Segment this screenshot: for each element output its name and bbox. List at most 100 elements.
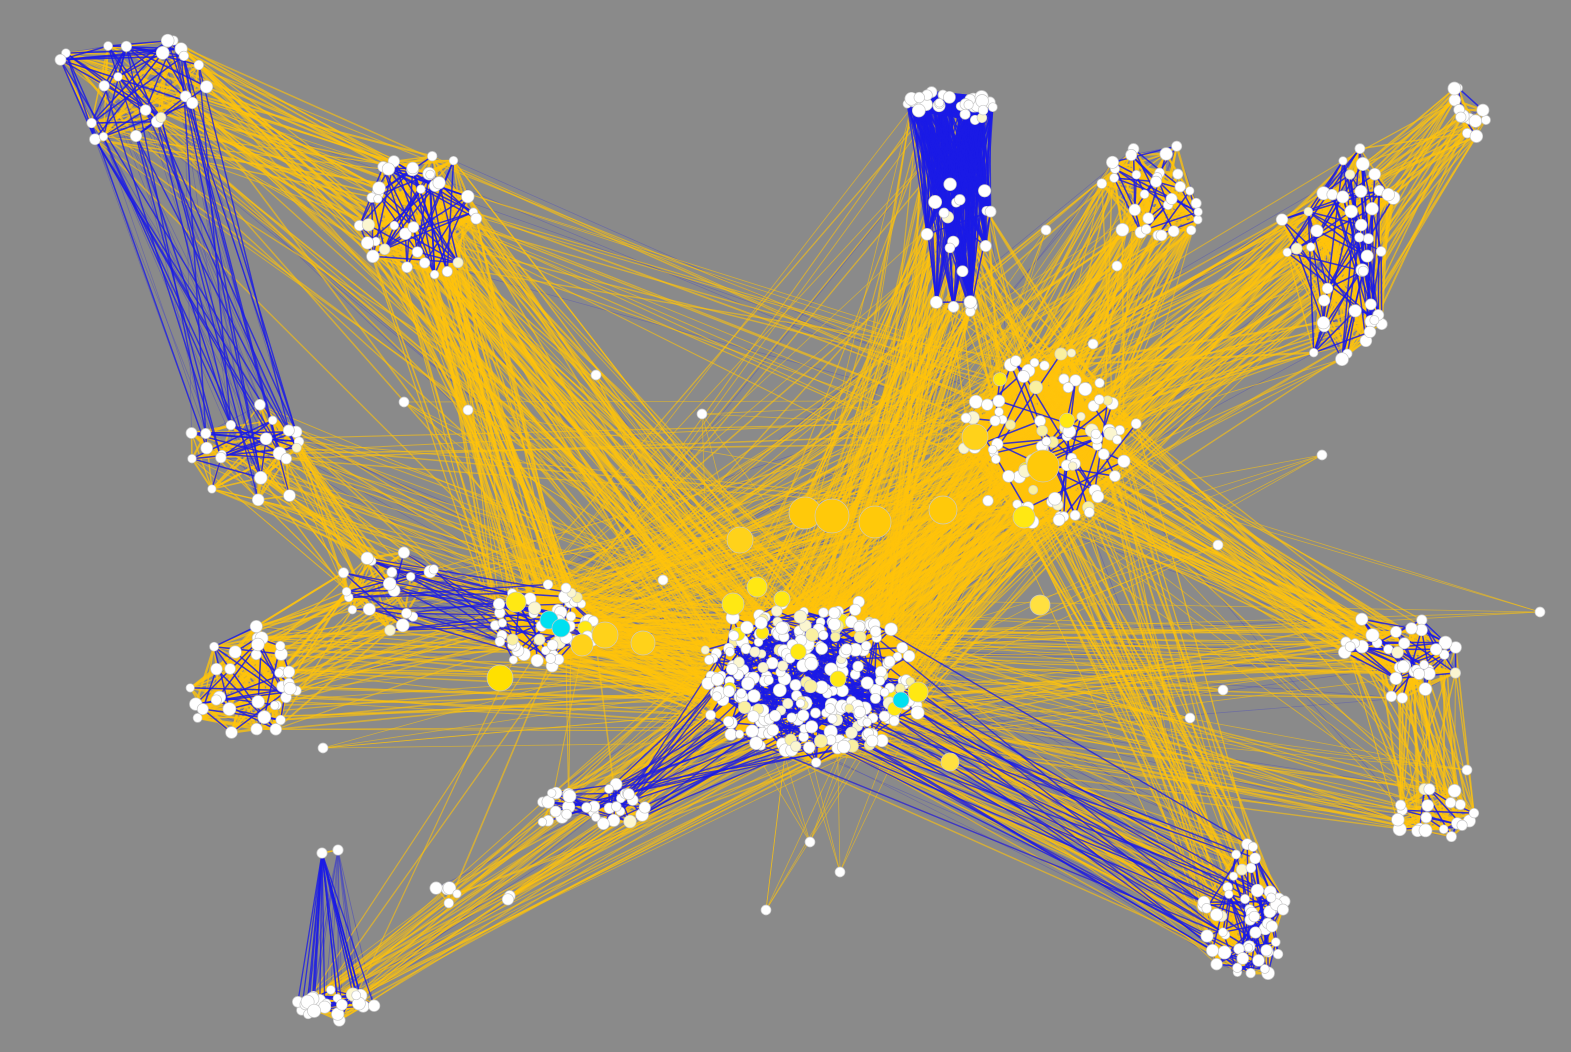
graph-node[interactable]: [367, 999, 381, 1012]
graph-node[interactable]: [1354, 143, 1366, 154]
graph-node[interactable]: [1090, 428, 1101, 440]
graph-node[interactable]: [1165, 192, 1178, 205]
graph-node[interactable]: [1109, 470, 1121, 482]
graph-node[interactable]: [1172, 168, 1184, 180]
graph-node[interactable]: [1480, 115, 1491, 125]
graph-node-hub[interactable]: [940, 752, 960, 772]
graph-node[interactable]: [224, 663, 236, 675]
graph-node[interactable]: [401, 607, 412, 619]
graph-node-hub[interactable]: [773, 590, 791, 608]
graph-node[interactable]: [462, 404, 474, 416]
graph-node[interactable]: [987, 102, 998, 113]
graph-node[interactable]: [1193, 207, 1203, 217]
graph-node[interactable]: [1469, 129, 1484, 143]
graph-node[interactable]: [892, 651, 903, 662]
graph-node[interactable]: [1167, 225, 1180, 238]
graph-node[interactable]: [528, 601, 542, 615]
graph-node[interactable]: [1421, 799, 1434, 812]
graph-node[interactable]: [1005, 419, 1016, 431]
graph-node[interactable]: [789, 679, 802, 692]
graph-node[interactable]: [187, 454, 197, 464]
graph-node[interactable]: [307, 1003, 322, 1018]
graph-node[interactable]: [228, 645, 242, 659]
graph-node[interactable]: [803, 679, 818, 694]
graph-node[interactable]: [1260, 944, 1273, 957]
graph-node[interactable]: [736, 688, 747, 699]
graph-node[interactable]: [1338, 156, 1348, 166]
graph-node[interactable]: [749, 736, 763, 750]
graph-node[interactable]: [710, 672, 725, 687]
graph-node[interactable]: [944, 242, 956, 254]
graph-node[interactable]: [1391, 813, 1405, 827]
graph-node[interactable]: [1461, 764, 1473, 776]
graph-node[interactable]: [386, 566, 398, 578]
graph-node[interactable]: [1097, 448, 1110, 460]
graph-node[interactable]: [461, 189, 475, 204]
graph-node[interactable]: [884, 622, 898, 636]
graph-node[interactable]: [1259, 964, 1270, 974]
graph-node[interactable]: [210, 662, 223, 676]
graph-node[interactable]: [1140, 224, 1152, 235]
graph-node[interactable]: [1416, 614, 1428, 626]
graph-node[interactable]: [870, 692, 881, 704]
graph-node[interactable]: [275, 640, 286, 651]
graph-node[interactable]: [1059, 412, 1075, 429]
graph-node[interactable]: [533, 633, 546, 646]
graph-node[interactable]: [120, 40, 132, 52]
graph-node[interactable]: [1396, 692, 1408, 704]
graph-node[interactable]: [740, 620, 754, 635]
graph-node[interactable]: [1357, 265, 1369, 277]
graph-node[interactable]: [210, 694, 222, 706]
graph-node[interactable]: [89, 133, 101, 146]
graph-node[interactable]: [280, 453, 292, 465]
graph-node[interactable]: [1002, 469, 1015, 483]
graph-node[interactable]: [429, 881, 443, 895]
graph-node[interactable]: [494, 636, 506, 647]
graph-node[interactable]: [186, 96, 199, 110]
graph-node[interactable]: [1091, 490, 1105, 503]
graph-node[interactable]: [506, 633, 519, 646]
graph-node-hub[interactable]: [1012, 505, 1036, 529]
graph-node[interactable]: [1142, 212, 1155, 225]
graph-node[interactable]: [561, 808, 573, 820]
graph-node[interactable]: [497, 618, 507, 628]
graph-node[interactable]: [1420, 811, 1432, 824]
graph-node[interactable]: [733, 656, 745, 668]
graph-node[interactable]: [747, 689, 761, 703]
graph-node[interactable]: [991, 454, 1001, 465]
graph-node[interactable]: [984, 205, 997, 218]
graph-node[interactable]: [560, 582, 572, 594]
graph-node[interactable]: [1249, 852, 1261, 865]
graph-node[interactable]: [1316, 316, 1330, 330]
graph-node[interactable]: [745, 724, 759, 738]
graph-node[interactable]: [1306, 242, 1316, 252]
graph-node[interactable]: [429, 269, 440, 280]
graph-node[interactable]: [1052, 513, 1066, 527]
graph-node[interactable]: [1455, 111, 1467, 123]
graph-node[interactable]: [911, 103, 926, 118]
graph-node[interactable]: [1017, 370, 1030, 383]
graph-node[interactable]: [360, 551, 374, 565]
graph-node[interactable]: [766, 723, 780, 737]
graph-node-hub[interactable]: [928, 495, 958, 525]
graph-node[interactable]: [757, 661, 769, 674]
graph-node[interactable]: [1096, 178, 1108, 189]
graph-node[interactable]: [268, 415, 278, 425]
graph-node-hub[interactable]: [746, 576, 768, 598]
graph-node[interactable]: [1193, 215, 1203, 225]
graph-node[interactable]: [1028, 484, 1039, 495]
graph-node[interactable]: [728, 630, 740, 642]
graph-node[interactable]: [844, 703, 854, 713]
graph-node[interactable]: [910, 705, 925, 720]
graph-node[interactable]: [978, 184, 992, 198]
graph-node[interactable]: [782, 698, 794, 709]
graph-node[interactable]: [501, 893, 514, 906]
graph-node[interactable]: [1186, 225, 1197, 236]
graph-node[interactable]: [347, 605, 357, 615]
graph-node[interactable]: [875, 675, 886, 686]
graph-node[interactable]: [769, 709, 782, 722]
graph-node[interactable]: [763, 675, 774, 686]
graph-node[interactable]: [786, 712, 797, 723]
graph-node[interactable]: [1094, 377, 1105, 388]
graph-node[interactable]: [196, 703, 209, 716]
